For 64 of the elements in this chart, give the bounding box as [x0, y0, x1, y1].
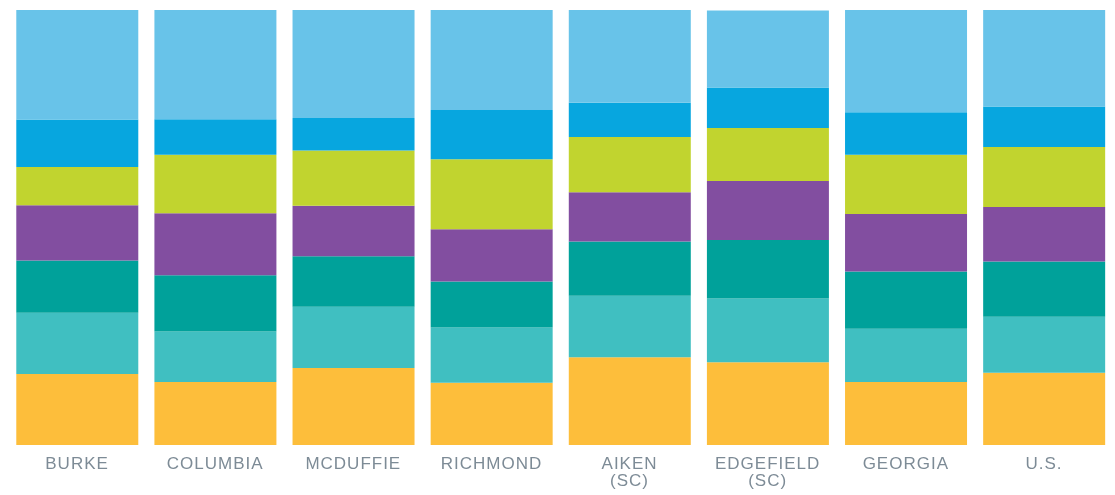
bar: [706, 180, 829, 241]
bar: [568, 10, 691, 103]
bar: [430, 327, 553, 383]
bar: [983, 10, 1106, 107]
bar: [154, 331, 277, 382]
bar: [706, 362, 829, 445]
bar: [16, 10, 139, 120]
x-tick-label: RICHMOND: [440, 454, 543, 473]
x-tick-label: U.S.: [1025, 454, 1063, 473]
bar: [16, 312, 139, 375]
x-tick-label: AIKEN (SC): [601, 454, 658, 490]
bar: [430, 229, 553, 282]
bar: [154, 10, 277, 120]
bar: [845, 112, 968, 155]
bar: [292, 150, 415, 206]
bar: [154, 213, 277, 276]
x-tick-label: MCDUFFIE: [305, 454, 402, 473]
bar: [16, 205, 139, 261]
bar: [983, 261, 1106, 317]
bar: [568, 192, 691, 242]
bar: [845, 271, 968, 329]
bar: [983, 207, 1106, 262]
bar: [845, 10, 968, 113]
bar: [430, 382, 553, 445]
bar: [845, 214, 968, 272]
bar: [16, 374, 139, 445]
bar: [292, 117, 415, 151]
bar: [706, 87, 829, 128]
bar: [154, 381, 277, 445]
bar: [845, 381, 968, 445]
bar: [706, 10, 829, 88]
bar: [292, 368, 415, 445]
bar: [154, 119, 277, 155]
bar: [706, 240, 829, 299]
bar: [154, 154, 277, 214]
bar: [430, 110, 553, 160]
bar: [568, 102, 691, 138]
x-tick-label: COLUMBIA: [166, 454, 264, 473]
bar: [568, 241, 691, 296]
bar: [16, 119, 139, 168]
bar: [983, 372, 1106, 445]
bar: [568, 137, 691, 193]
bar: [430, 10, 553, 111]
bar: [16, 167, 139, 206]
bar: [706, 298, 829, 363]
bar: [568, 357, 691, 445]
x-tick-label: GEORGIA: [862, 454, 949, 473]
bar: [706, 127, 829, 181]
bar: [16, 260, 139, 313]
bar: [568, 295, 691, 358]
bar: [154, 275, 277, 332]
bar: [983, 316, 1106, 373]
bar: [430, 281, 553, 328]
bar: [292, 10, 415, 118]
bar: [845, 154, 968, 215]
bar: [845, 328, 968, 382]
bar: [292, 256, 415, 307]
x-tick-label: EDGEFIELD (SC): [715, 454, 821, 490]
bar: [292, 306, 415, 369]
bar: [430, 159, 553, 230]
bar: [983, 106, 1106, 148]
x-tick-label: BURKE: [45, 454, 109, 473]
bar: [292, 205, 415, 257]
bar: [983, 147, 1106, 208]
